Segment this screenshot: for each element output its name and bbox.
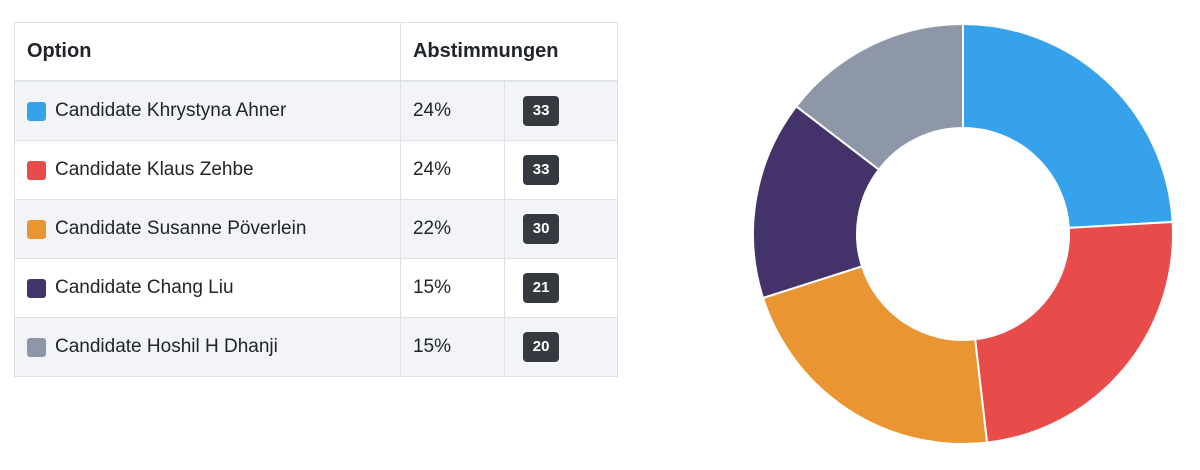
option-cell: Candidate Klaus Zehbe: [14, 140, 401, 200]
table-header-row: Option Abstimmungen: [14, 22, 619, 82]
vote-count-badge: 33: [523, 155, 560, 185]
option-label: Candidate Hoshil H Dhanji: [55, 336, 278, 357]
percent-cell: 15%: [399, 258, 506, 318]
option-cell: Candidate Hoshil H Dhanji: [14, 317, 401, 377]
option-label: Candidate Klaus Zehbe: [55, 159, 254, 180]
count-cell: 33: [504, 140, 618, 200]
percent-cell: 22%: [399, 199, 506, 259]
vote-count-badge: 33: [523, 96, 560, 126]
donut-slice: [962, 22, 1174, 229]
vote-count-badge: 30: [523, 214, 560, 244]
count-cell: 33: [504, 80, 618, 141]
vote-count-badge: 21: [523, 273, 560, 303]
option-label: Candidate Chang Liu: [55, 277, 234, 298]
color-swatch: [27, 101, 46, 121]
table-row: Candidate Klaus Zehbe 24% 33: [14, 140, 618, 200]
count-cell: 21: [504, 258, 618, 318]
count-cell: 20: [504, 317, 618, 377]
color-swatch: [27, 278, 46, 298]
donut-slice: [752, 104, 881, 300]
table-row: Candidate Khrystyna Ahner 24% 33: [14, 80, 618, 141]
option-cell: Candidate Chang Liu: [14, 258, 401, 318]
results-table: Option Abstimmungen Candidate Khrystyna …: [14, 22, 619, 377]
table-row: Candidate Hoshil H Dhanji 15% 20: [14, 317, 618, 377]
header-option: Option: [14, 22, 401, 82]
donut-slice: [794, 22, 964, 171]
table-row: Candidate Susanne Pöverlein 22% 30: [14, 199, 618, 259]
count-cell: 30: [504, 199, 618, 259]
header-votes: Abstimmungen: [399, 22, 619, 82]
table-row: Candidate Chang Liu 15% 21: [14, 258, 618, 318]
vote-count-badge: 20: [523, 332, 560, 362]
donut-chart: [752, 22, 1174, 445]
percent-cell: 24%: [399, 80, 506, 141]
color-swatch: [27, 219, 46, 239]
donut-slice: [761, 265, 989, 445]
option-cell: Candidate Khrystyna Ahner: [14, 80, 401, 141]
donut-slice: [974, 220, 1174, 444]
option-cell: Candidate Susanne Pöverlein: [14, 199, 401, 259]
percent-cell: 15%: [399, 317, 506, 377]
color-swatch: [27, 160, 46, 180]
color-swatch: [27, 337, 46, 357]
option-label: Candidate Khrystyna Ahner: [55, 100, 287, 121]
option-label: Candidate Susanne Pöverlein: [55, 218, 307, 239]
percent-cell: 24%: [399, 140, 506, 200]
